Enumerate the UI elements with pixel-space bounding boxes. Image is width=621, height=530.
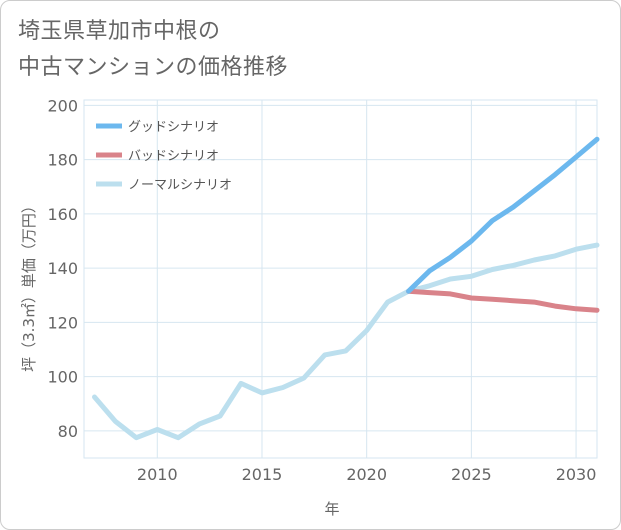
series-line-normal [92,242,600,441]
y-tick-label: 140 [47,259,78,278]
x-axis-label: 年 [324,500,339,518]
series-line-bad [406,288,600,313]
legend-label-good: グッドシナリオ [128,120,219,135]
legend-label-normal: ノーマルシナリオ [128,178,232,193]
y-tick-label: 80 [58,422,78,441]
legend-label-bad: バッドシナリオ [128,149,219,164]
chart-title: 埼玉県草加市中根の 中古マンションの価格推移 [18,14,288,86]
y-axis-label: 坪（3.3㎡）単価（万円） [20,198,38,372]
chart-title-line2: 中古マンションの価格推移 [18,55,289,80]
y-tick-label: 200 [47,96,78,115]
series-line-good [406,136,600,294]
x-tick-label: 2015 [242,465,283,484]
x-tick-label: 2010 [137,465,178,484]
x-tick-label: 2030 [556,465,597,484]
y-tick-label: 160 [47,205,78,224]
x-tick-label: 2025 [451,465,492,484]
y-tick-label: 100 [47,368,78,387]
y-tick-label: 120 [47,313,78,332]
x-tick-label: 2020 [346,465,387,484]
plot-area [83,99,598,459]
y-tick-label: 180 [47,151,78,170]
chart-title-line1: 埼玉県草加市中根の [18,19,221,44]
